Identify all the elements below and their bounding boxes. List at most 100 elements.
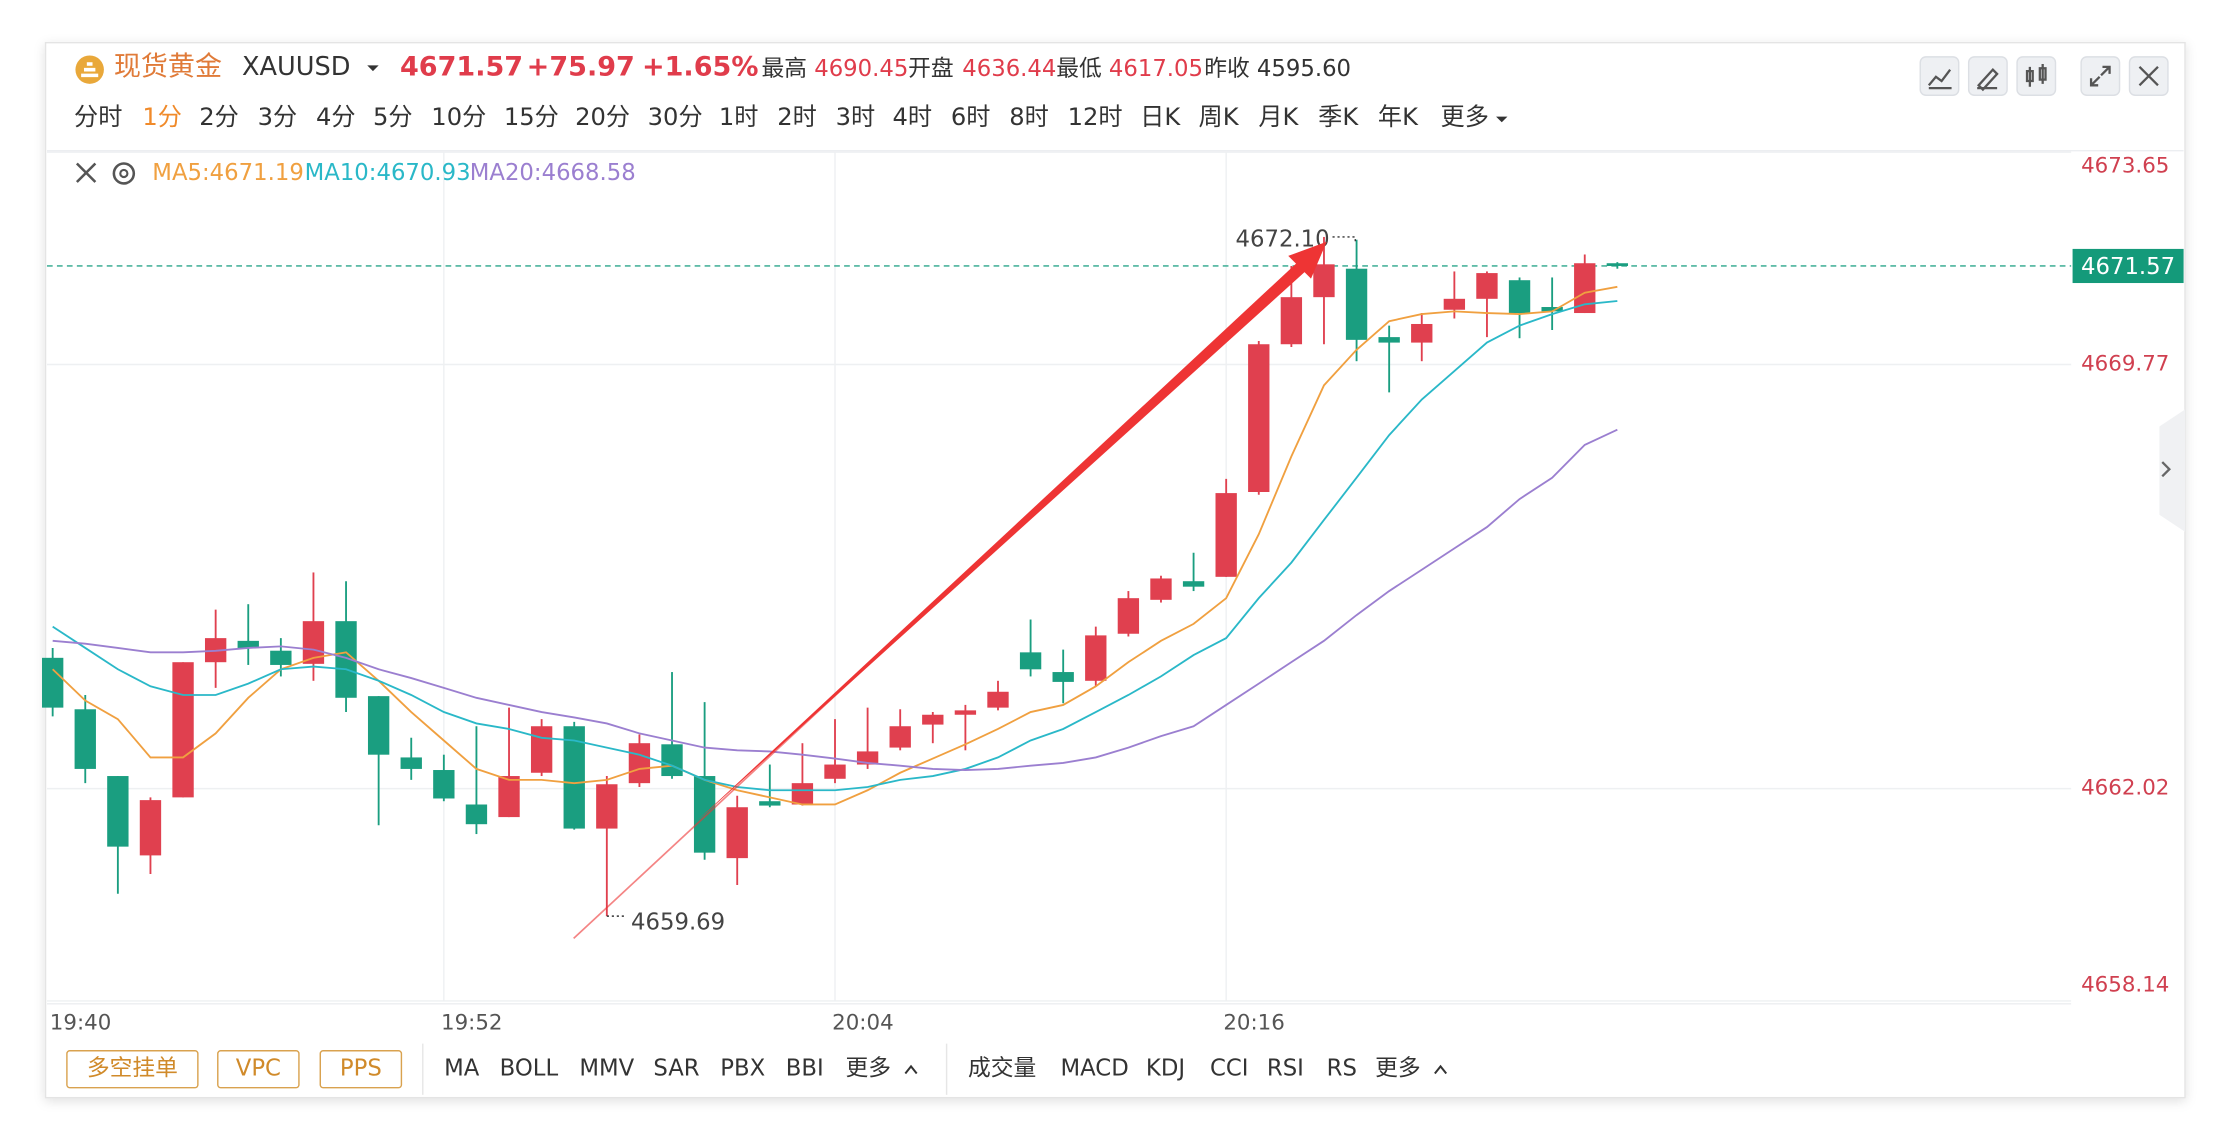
timeframe[interactable]: 月K [1258,103,1299,131]
timeframe[interactable]: 年K [1378,103,1419,131]
candle-body [172,662,194,798]
y-tick-label: 4669.77 [2081,351,2169,376]
timeframe[interactable]: 30分 [648,103,703,131]
main-indicator[interactable]: BBI [786,1056,824,1082]
more-caret[interactable] [1496,116,1508,123]
candle-body [530,726,553,773]
stat-value: 4690.45 [814,56,908,82]
timeframe[interactable]: 12时 [1068,103,1123,131]
side-tab-chevron [2161,461,2171,478]
candle-body [400,757,422,769]
candle-body [726,807,748,859]
timeframe[interactable]: 4时 [893,103,933,131]
symbol-caret[interactable] [367,65,379,72]
symbol[interactable]: XAUUSD [242,52,351,82]
candle-body [1345,268,1368,340]
candle-body [1085,635,1107,681]
timeframe[interactable]: 4分 [316,103,356,131]
stat-label: 昨收 [1204,56,1250,82]
sub-indicator[interactable]: KDJ [1146,1056,1185,1082]
candle-body [107,776,129,847]
candle-body [302,621,325,664]
candle-tool[interactable] [2016,56,2057,96]
ma-line [52,285,1618,806]
timeframe[interactable]: 周K [1199,103,1240,131]
candle-body [335,621,357,698]
timeframe[interactable]: 1分 [142,103,182,131]
y-tick-label: 4673.65 [2081,153,2169,178]
legend-entry: MA20:4668.58 [470,160,636,186]
timeframe[interactable]: 2时 [777,103,817,131]
timeframe[interactable]: 3分 [258,103,298,131]
instrument-name[interactable]: 现货黄金 [114,52,222,83]
timeframe[interactable]: 更多 [1441,103,1489,131]
timeframe[interactable]: 2分 [199,103,239,131]
timeframe[interactable]: 10分 [431,103,486,131]
timeframe[interactable]: 1时 [719,103,759,131]
hide-indicator[interactable] [75,162,97,183]
change: +75.97 [527,52,635,83]
x-tick-label: 20:16 [1223,1011,1285,1036]
main-indicator[interactable]: 更多 [846,1056,892,1082]
candle-body [139,800,162,856]
candle-body [1508,280,1531,314]
price-tag-label: 4671.57 [2081,254,2175,280]
timeframe[interactable]: 分时 [74,103,122,131]
candle-body [1248,344,1270,492]
main-indicator[interactable]: SAR [653,1056,699,1082]
sub-indicator[interactable]: RSI [1267,1056,1304,1082]
card [44,41,2186,1099]
main-indicator[interactable]: BOLL [500,1056,559,1082]
sub-indicator[interactable]: 更多 [1375,1056,1421,1082]
change-pct: +1.65% [642,52,758,83]
indicator-settings[interactable] [112,162,136,185]
sub-indicator[interactable]: MACD [1060,1056,1128,1082]
sub-indicator[interactable]: RS [1327,1056,1357,1082]
candle-body [563,726,585,829]
candle-body [1280,297,1303,345]
candle-body [824,764,846,779]
candle-body [41,657,64,708]
stat-value: 4636.44 [962,56,1056,82]
timeframe[interactable]: 季K [1318,103,1359,131]
min-label: 4659.69 [631,910,725,936]
main-indicator[interactable]: PBX [720,1056,765,1082]
candle-body [1117,598,1140,634]
x-tick-label: 19:40 [50,1011,112,1036]
toggle-label: VPC [236,1056,281,1082]
candle-body [237,640,259,648]
more-caret[interactable] [1434,1064,1448,1075]
sub-indicator[interactable]: 成交量 [968,1056,1036,1082]
toggle-button[interactable] [66,1050,199,1089]
timeframe[interactable]: 日K [1140,103,1181,131]
line-tool[interactable] [1919,56,1960,96]
shrink-button[interactable] [2080,56,2121,96]
main-indicator[interactable]: MA [444,1056,480,1082]
candle-body [1313,264,1335,298]
sub-indicator[interactable]: CCI [1210,1056,1249,1082]
candle-body [1411,323,1433,343]
toggle-label: 多空挂单 [87,1056,178,1082]
candle-body [1378,337,1400,343]
trend-arrow [573,241,1327,940]
more-caret[interactable] [904,1064,918,1075]
indicator-settings-dot [119,168,129,179]
candle-body [1541,307,1563,312]
timeframe[interactable]: 8时 [1009,103,1049,131]
side-tab[interactable] [2159,409,2186,532]
stat-label: 开盘 [908,56,954,82]
timeframe[interactable]: 5分 [373,103,413,131]
candle-body [1574,263,1596,314]
toggle-button[interactable] [319,1050,403,1089]
candle-body [922,714,944,725]
timeframe[interactable]: 15分 [504,103,559,131]
timeframe[interactable]: 20分 [575,103,630,131]
toggle-button[interactable] [217,1050,300,1089]
timeframe[interactable]: 3时 [836,103,876,131]
bottom-bar: 多空挂单 VPC PPS MA BOLL MMV SAR PBX BBI 更多 成交量 MACD KDJ… [66,1043,1448,1095]
main-indicator[interactable]: MMV [579,1056,634,1082]
tool-buttons [1919,56,2169,96]
timeframe[interactable]: 6时 [951,103,991,131]
